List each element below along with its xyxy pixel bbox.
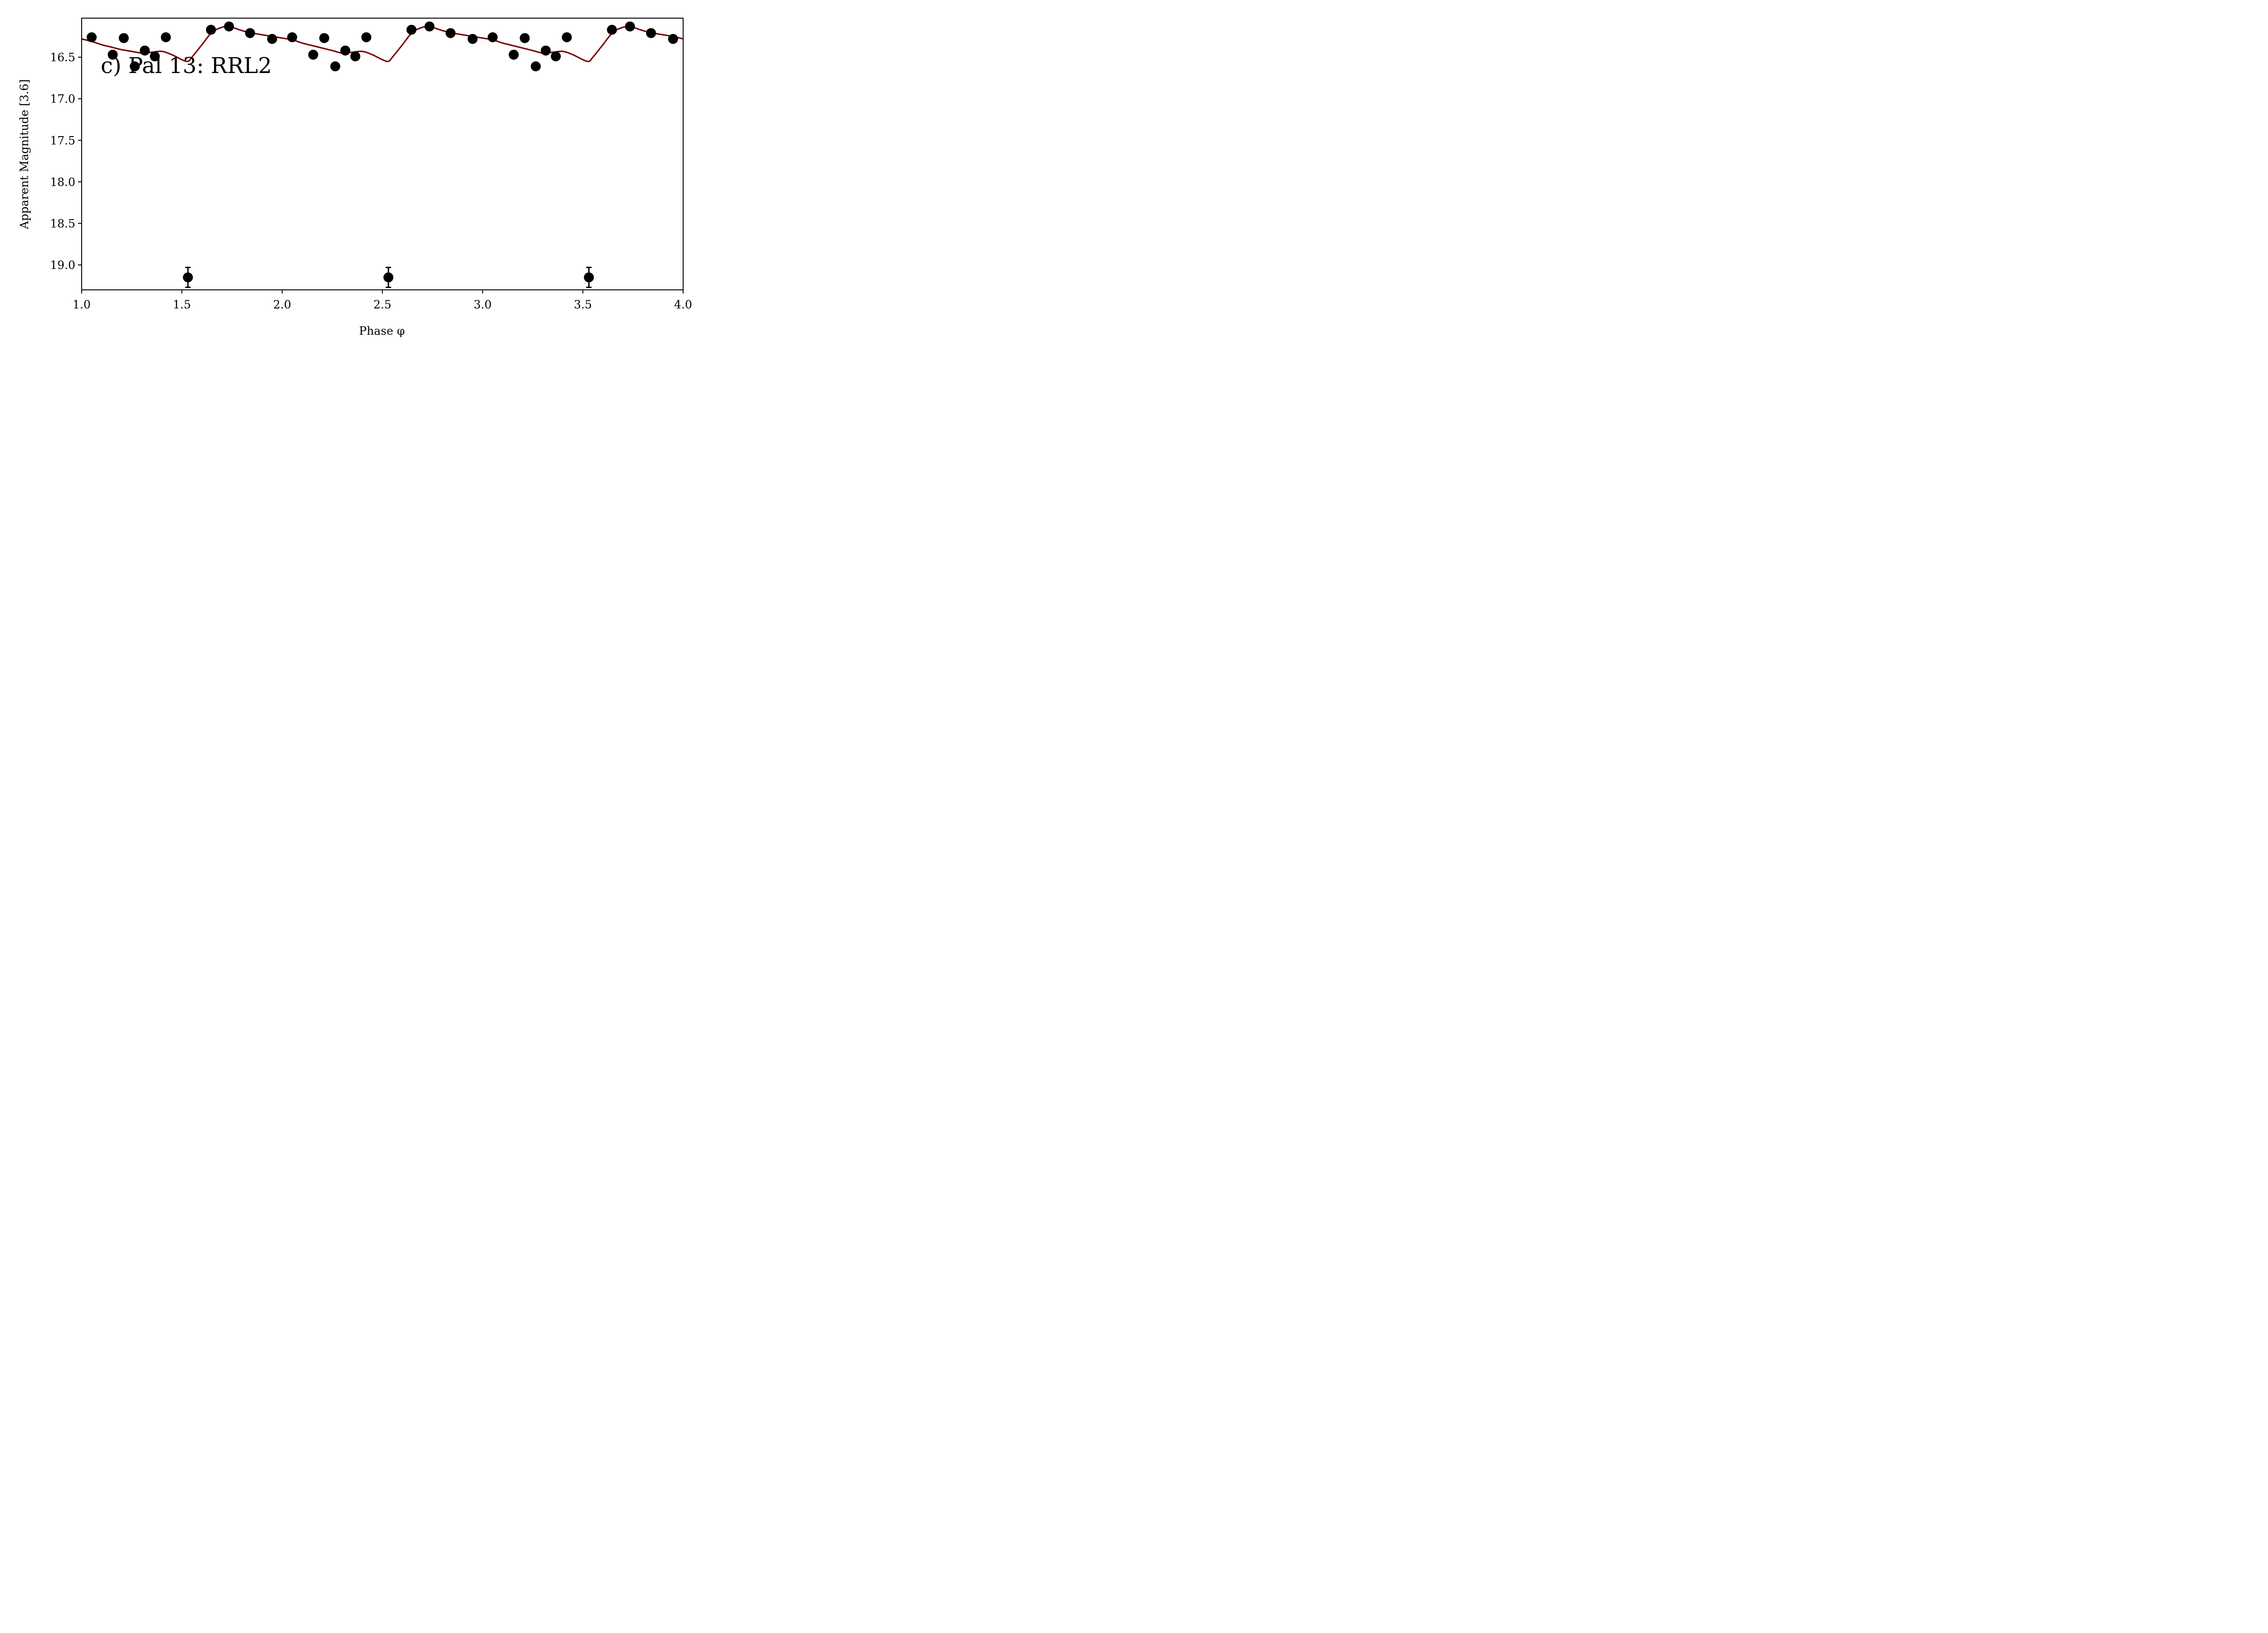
data-point [308, 49, 318, 60]
data-point [488, 32, 498, 43]
panel-label: c) Pal 13: RRL2 [101, 53, 272, 78]
data-point [519, 33, 530, 43]
axes: 1.0 1.5 2.0 2.5 3.0 3.5 4.0 16.5 17.0 17.5 18.0 18.… [50, 18, 692, 311]
y-tick-label: 17.0 [50, 93, 75, 106]
x-tick-label: 2.0 [273, 298, 291, 311]
data-point [340, 45, 351, 56]
data-point [87, 32, 97, 43]
data-point [161, 32, 171, 43]
data-point [445, 28, 456, 38]
error-point [383, 272, 394, 283]
data-point [508, 49, 519, 60]
data-point [467, 34, 478, 44]
data-point [140, 45, 150, 56]
data-point [625, 21, 635, 32]
y-tick-label: 17.5 [50, 134, 75, 147]
error-point [183, 272, 193, 283]
plot-area [82, 21, 683, 288]
data-point [287, 32, 298, 43]
data-point [108, 49, 118, 60]
data-point [224, 21, 234, 32]
data-point [668, 34, 678, 44]
data-point [350, 51, 361, 62]
data-point [245, 28, 255, 38]
x-tick-label: 3.0 [474, 298, 492, 311]
y-tick-label: 16.5 [50, 51, 75, 64]
data-point [130, 61, 140, 72]
data-point [206, 24, 216, 35]
x-tick-label: 1.0 [73, 298, 91, 311]
x-axis-label: Phase φ [359, 324, 405, 337]
light-curve-chart: 1.0 1.5 2.0 2.5 3.0 3.5 4.0 16.5 17.0 17.5 18.0 18.… [0, 0, 711, 356]
data-point [646, 28, 656, 38]
y-tick-label: 19.0 [50, 259, 75, 272]
data-point [406, 24, 417, 35]
error-point [584, 272, 594, 283]
x-tick-label: 3.5 [574, 298, 592, 311]
y-axis-label: Apparent Magnitude [3.6] [18, 79, 31, 230]
data-point [118, 33, 129, 43]
data-point [607, 24, 617, 35]
data-point [330, 61, 341, 72]
data-point [267, 34, 277, 44]
plot-marks [82, 21, 683, 288]
data-point [319, 33, 329, 43]
data-point [531, 61, 541, 72]
data-point [150, 51, 160, 62]
fit-curve-line [82, 25, 683, 63]
x-tick-label: 1.5 [173, 298, 191, 311]
y-tick-label: 18.5 [50, 217, 75, 230]
data-point [361, 32, 371, 43]
x-tick-label: 4.0 [674, 298, 692, 311]
data-point [424, 21, 435, 32]
data-point [551, 51, 561, 62]
x-tick-label: 2.5 [373, 298, 391, 311]
data-point [562, 32, 572, 43]
data-point [541, 45, 551, 56]
y-tick-label: 18.0 [50, 176, 75, 189]
